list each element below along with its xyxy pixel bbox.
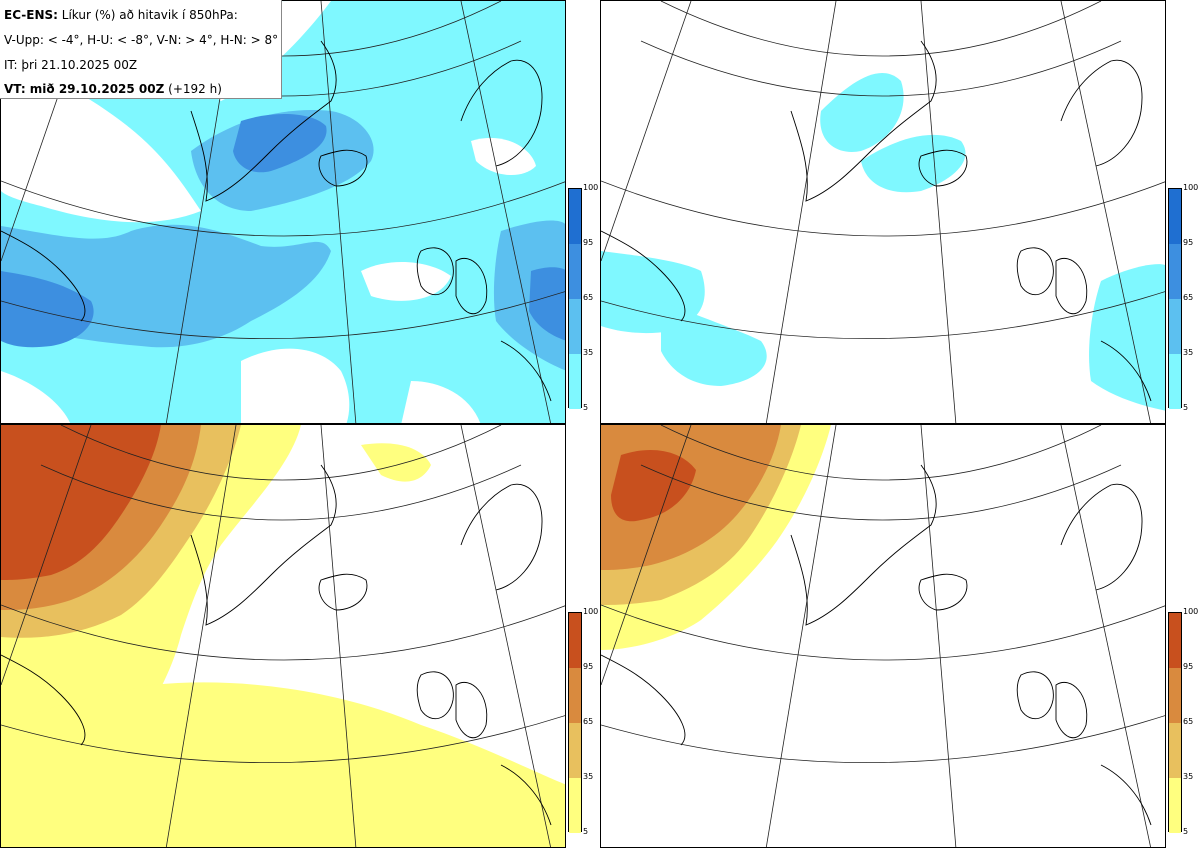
- legend-line-1: EC-ENS: Líkur (%) að hitavik í 850hPa:: [4, 8, 238, 22]
- probability-map-cold-8: [601, 1, 1165, 423]
- colorbar-segment: [569, 354, 581, 409]
- colorbar-tick-label: 35: [1183, 348, 1194, 357]
- colorbar-tick-label: 95: [583, 662, 594, 671]
- map-panel-cold-4: [0, 0, 566, 424]
- map-panel-warm-8: [600, 424, 1166, 848]
- colorbar-warm-8: [1168, 612, 1182, 833]
- probability-map-warm-4: [1, 425, 565, 847]
- colorbar-cold-4: [568, 188, 582, 409]
- map-panel-warm-4: [0, 424, 566, 848]
- colorbar-tick-label: 95: [1183, 662, 1194, 671]
- colorbar-segment: [569, 668, 581, 723]
- colorbar-segment: [569, 778, 581, 833]
- colorbar-tick-label: 5: [1183, 403, 1189, 412]
- colorbar-tick-label: 100: [1183, 607, 1199, 616]
- colorbar-segment: [1169, 189, 1181, 244]
- colorbar-segment: [1169, 354, 1181, 409]
- colorbar-tick-label: 65: [583, 717, 594, 726]
- colorbar-segment: [1169, 299, 1181, 354]
- legend-line-3: IT: þri 21.10.2025 00Z: [4, 58, 138, 72]
- colorbar-tick-label: 5: [583, 403, 589, 412]
- colorbar-segment: [569, 244, 581, 299]
- colorbar-tick-label: 5: [1183, 827, 1189, 836]
- map-legend: EC-ENS: Líkur (%) að hitavik í 850hPa: V…: [0, 0, 282, 99]
- colorbar-tick-label: 100: [583, 607, 599, 616]
- legend-line-4: VT: mið 29.10.2025 00Z (+192 h): [4, 82, 222, 96]
- colorbar-tick-label: 65: [583, 293, 594, 302]
- colorbar-tick-label: 35: [583, 772, 594, 781]
- legend-line-2: V-Upp: < -4°, H-U: < -8°, V-N: > 4°, H-N…: [4, 33, 279, 47]
- map-panel-cold-8: [600, 0, 1166, 424]
- probability-map-cold-4: [1, 1, 565, 423]
- colorbar-tick-label: 95: [583, 238, 594, 247]
- colorbar-tick-label: 65: [1183, 293, 1194, 302]
- colorbar-tick-label: 5: [583, 827, 589, 836]
- colorbar-tick-label: 100: [583, 183, 599, 192]
- colorbar-tick-label: 100: [1183, 183, 1199, 192]
- colorbar-tick-label: 65: [1183, 717, 1194, 726]
- colorbar-tick-label: 35: [583, 348, 594, 357]
- colorbar-tick-label: 35: [1183, 772, 1194, 781]
- colorbar-segment: [1169, 613, 1181, 668]
- colorbar-segment: [569, 189, 581, 244]
- colorbar-cold-8: [1168, 188, 1182, 409]
- colorbar-segment: [569, 723, 581, 778]
- probability-map-warm-8: [601, 425, 1165, 847]
- colorbar-segment: [569, 299, 581, 354]
- colorbar-segment: [1169, 668, 1181, 723]
- colorbar-segment: [1169, 778, 1181, 833]
- colorbar-segment: [1169, 244, 1181, 299]
- colorbar-warm-4: [568, 612, 582, 833]
- colorbar-segment: [569, 613, 581, 668]
- colorbar-tick-label: 95: [1183, 238, 1194, 247]
- colorbar-segment: [1169, 723, 1181, 778]
